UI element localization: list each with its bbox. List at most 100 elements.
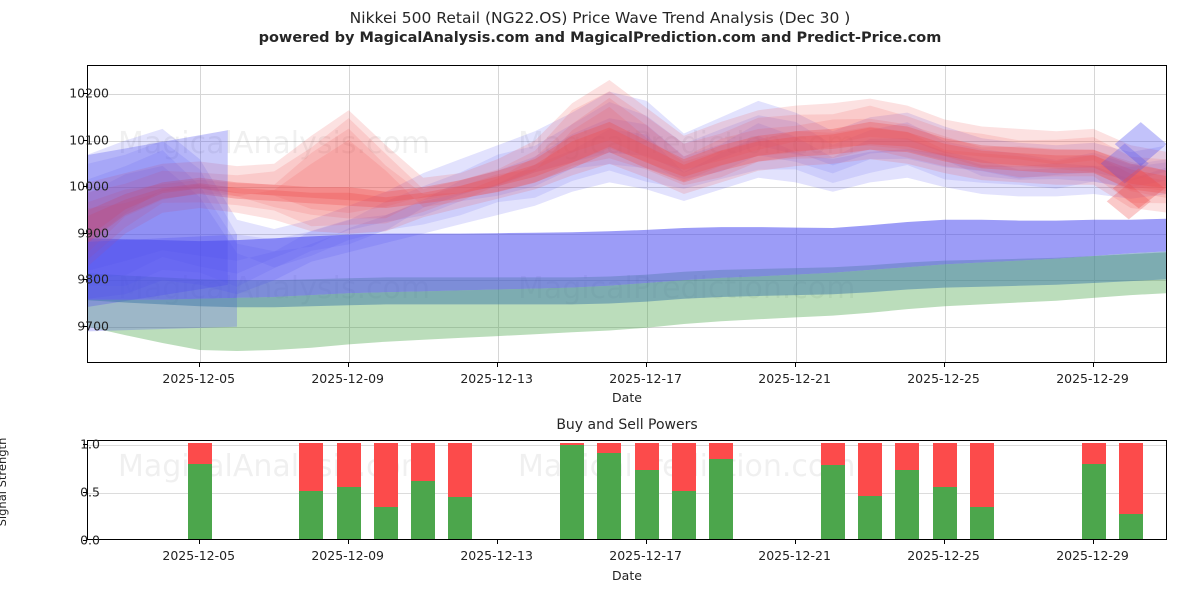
sell-power-segment [411, 442, 436, 482]
page-title: Nikkei 500 Retail (NG22.OS) Price Wave T… [349, 9, 851, 27]
signal-bar[interactable] [1118, 442, 1143, 539]
wave-band-left-slab [88, 130, 228, 307]
sell-power-segment [895, 442, 920, 470]
signal-bar[interactable] [187, 442, 212, 539]
buy-power-segment [820, 465, 845, 539]
price-wave-bands [88, 80, 1166, 351]
wave-band [88, 91, 1166, 260]
wave-band [88, 129, 1166, 271]
x-tick-mark [645, 363, 647, 367]
sell-power-segment [373, 442, 398, 508]
x-tick-mark [198, 540, 200, 544]
x-tick-mark [645, 540, 647, 544]
signal-x-axis-label: Date [612, 568, 642, 583]
wave-end-marker [1100, 143, 1149, 184]
x-tick-label: 2025-12-21 [758, 548, 831, 563]
x-tick-mark [496, 540, 498, 544]
y-tick-mark [83, 279, 87, 281]
signal-bar[interactable] [373, 442, 398, 539]
x-tick-mark [347, 540, 349, 544]
gridline-vertical [497, 66, 499, 362]
x-tick-mark [1092, 363, 1094, 367]
y-tick-mark [83, 540, 87, 541]
price-x-axis-label: Date [612, 390, 642, 405]
signal-y-axis-label: Signal Strength [0, 437, 9, 527]
buy-power-segment [597, 453, 622, 539]
signal-bar[interactable] [858, 442, 883, 539]
x-tick-mark [943, 540, 945, 544]
buy-power-segment [187, 464, 212, 539]
sell-power-segment [932, 442, 957, 488]
sell-power-segment [969, 442, 994, 508]
buy-power-segment [299, 490, 324, 539]
x-tick-label: 2025-12-29 [1056, 371, 1129, 386]
buy-power-segment [671, 490, 696, 539]
y-tick-mark [83, 443, 87, 445]
signal-bar[interactable] [336, 442, 361, 539]
wave-band [88, 252, 1166, 351]
x-tick-label: 2025-12-09 [311, 548, 385, 563]
signal-bar[interactable] [448, 442, 473, 539]
buy-power-segment [448, 496, 473, 539]
signal-bar[interactable] [634, 442, 659, 539]
buy-power-segment [634, 469, 659, 539]
signal-bar[interactable] [597, 442, 622, 539]
x-tick-mark [794, 540, 796, 544]
y-tick-label: 0.0 [80, 532, 100, 548]
signal-bar[interactable] [1081, 442, 1106, 539]
buy-power-segment [560, 444, 585, 539]
gridline-horizontal [88, 326, 1166, 328]
y-tick-label: 0.5 [80, 484, 100, 500]
gridline-horizontal [88, 444, 1166, 446]
sell-power-segment [448, 442, 473, 497]
sell-power-segment [336, 442, 361, 488]
wave-band [88, 102, 1166, 287]
signal-bar[interactable] [895, 442, 920, 539]
x-tick-mark [943, 363, 945, 367]
wave-band [88, 80, 1166, 267]
sell-power-segment [858, 442, 883, 496]
y-tick-label: 9900 [77, 225, 109, 241]
y-tick-label: 9700 [77, 318, 109, 334]
y-tick-label: 10100 [69, 132, 109, 147]
gridline-vertical [944, 66, 946, 362]
gridline-vertical [199, 66, 201, 362]
signal-bar[interactable] [969, 442, 994, 539]
buy-power-segment [932, 487, 957, 539]
y-tick-label: 9800 [77, 271, 109, 287]
x-tick-label: 2025-12-13 [460, 371, 533, 386]
sell-power-segment [820, 442, 845, 465]
signal-bar[interactable] [709, 442, 734, 539]
x-tick-mark [1092, 540, 1094, 544]
signal-bar[interactable] [299, 442, 324, 539]
page-subtitle: powered by MagicalAnalysis.com and Magic… [258, 30, 942, 46]
wave-band [88, 97, 1166, 253]
x-tick-label: 2025-12-25 [907, 371, 980, 386]
sell-power-segment [1081, 442, 1106, 464]
x-tick-mark [496, 363, 498, 367]
x-tick-label: 2025-12-05 [162, 371, 236, 386]
wave-band [88, 118, 1166, 279]
gridline-horizontal [88, 140, 1166, 142]
price-y-axis-label: Price [0, 192, 3, 223]
signal-plot-clip: MagicalAnalysis.com MagicalPrediction.co… [88, 441, 1166, 539]
signal-bar[interactable] [560, 442, 585, 539]
signal-bar[interactable] [411, 442, 436, 539]
gridline-vertical [1093, 66, 1095, 362]
signal-bar[interactable] [671, 442, 696, 539]
sell-power-segment [1118, 442, 1143, 514]
sell-power-segment [597, 442, 622, 454]
buy-power-segment [336, 487, 361, 539]
signal-bar[interactable] [932, 442, 957, 539]
sell-power-segment [299, 442, 324, 491]
signal-plot-area: MagicalAnalysis.com MagicalPrediction.co… [87, 440, 1167, 540]
buy-power-segment [1081, 464, 1106, 539]
y-tick-label: 10200 [69, 85, 109, 101]
wave-band-left-slab-lower [88, 234, 237, 332]
sell-power-segment [709, 442, 734, 460]
y-tick-label: 10000 [69, 178, 109, 194]
signal-bar[interactable] [820, 442, 845, 539]
wave-band [88, 106, 1166, 242]
wave-band [88, 91, 1166, 299]
